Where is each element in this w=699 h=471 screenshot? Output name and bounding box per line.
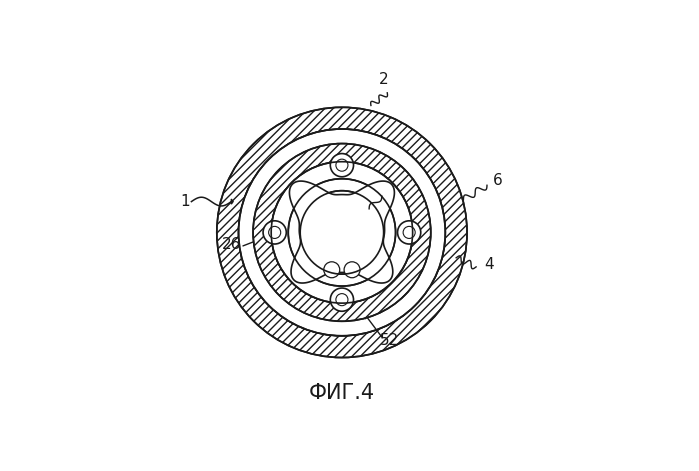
- Circle shape: [268, 227, 281, 238]
- Text: 2: 2: [379, 72, 389, 87]
- Text: 26: 26: [381, 179, 401, 194]
- Text: 50: 50: [296, 182, 315, 196]
- Circle shape: [398, 221, 421, 244]
- Polygon shape: [289, 181, 394, 283]
- Circle shape: [336, 293, 348, 306]
- Circle shape: [403, 227, 415, 238]
- Circle shape: [271, 162, 412, 303]
- Circle shape: [331, 154, 354, 177]
- Text: 1: 1: [180, 194, 189, 209]
- Text: 4: 4: [484, 257, 493, 272]
- Circle shape: [238, 129, 445, 336]
- Text: 40: 40: [296, 193, 315, 208]
- Circle shape: [331, 288, 354, 311]
- Text: 26: 26: [222, 237, 241, 252]
- Circle shape: [344, 262, 360, 278]
- Text: 6: 6: [493, 173, 503, 188]
- Polygon shape: [231, 199, 233, 204]
- Circle shape: [288, 179, 396, 286]
- Circle shape: [300, 191, 384, 274]
- Circle shape: [263, 221, 287, 244]
- Circle shape: [336, 159, 348, 171]
- Text: 52: 52: [380, 333, 398, 348]
- Circle shape: [324, 262, 340, 278]
- Text: ФИГ.4: ФИГ.4: [309, 383, 375, 403]
